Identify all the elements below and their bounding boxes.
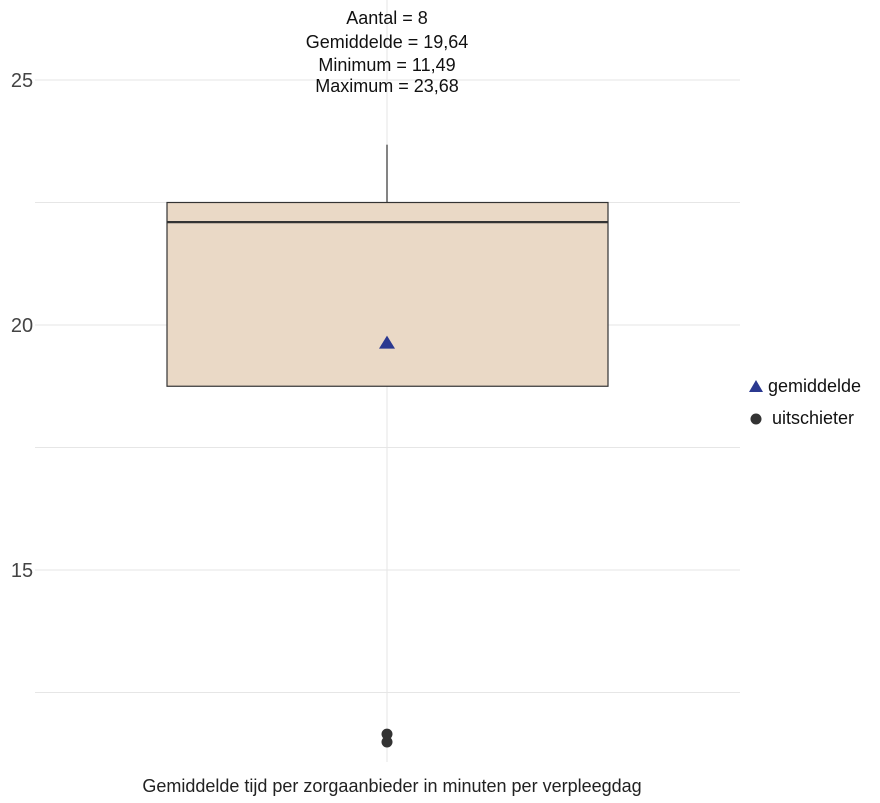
stat-mean: Gemiddelde = 19,64: [306, 32, 469, 52]
outlier-point: [381, 728, 393, 740]
x-axis-title: Gemiddelde tijd per zorgaanbieder in min…: [142, 776, 641, 796]
legend-label-outlier: uitschieter: [772, 408, 854, 428]
y-tick-label: 15: [11, 560, 33, 582]
outlier-points: [381, 728, 393, 748]
y-tick-label: 20: [11, 315, 33, 337]
stat-minimum: Minimum = 11,49: [318, 55, 455, 75]
stat-maximum: Maximum = 23,68: [315, 76, 459, 96]
legend-label-mean: gemiddelde: [768, 376, 861, 396]
legend-triangle-icon: [749, 380, 763, 392]
legend: gemiddelde uitschieter: [749, 376, 861, 428]
legend-circle-icon: [750, 413, 762, 425]
outlier-point: [381, 736, 393, 748]
y-tick-label: 25: [11, 70, 33, 92]
box-iqr: [166, 201, 609, 387]
mean-triangle-marker: [379, 335, 395, 349]
summary-stats: Aantal = 8 Gemiddelde = 19,64 Minimum = …: [306, 8, 469, 96]
stat-count: Aantal = 8: [346, 8, 428, 28]
y-axis-ticks: 15 20 25: [11, 70, 33, 582]
